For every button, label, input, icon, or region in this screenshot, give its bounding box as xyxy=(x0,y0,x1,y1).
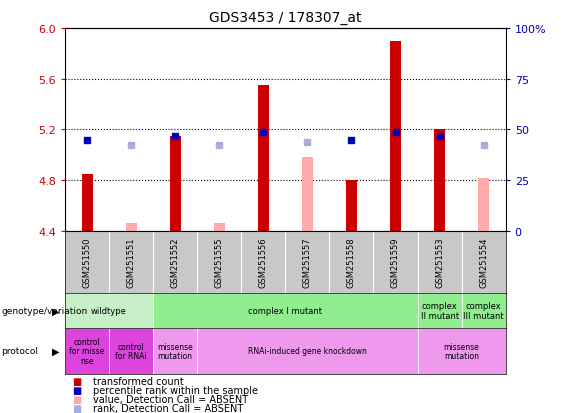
Bar xyxy=(125,224,137,231)
Bar xyxy=(65,293,153,328)
Text: ▶: ▶ xyxy=(52,306,59,316)
Text: ■: ■ xyxy=(72,385,81,395)
Text: GSM251556: GSM251556 xyxy=(259,237,268,287)
Bar xyxy=(81,174,93,231)
Bar xyxy=(478,178,489,231)
Text: GSM251557: GSM251557 xyxy=(303,237,312,287)
Text: GSM251554: GSM251554 xyxy=(479,237,488,287)
Text: ■: ■ xyxy=(72,404,81,413)
Text: GSM251555: GSM251555 xyxy=(215,237,224,287)
Text: GSM251551: GSM251551 xyxy=(127,237,136,287)
Text: ■: ■ xyxy=(72,376,81,386)
Text: ■: ■ xyxy=(72,394,81,404)
Bar xyxy=(153,293,418,328)
Text: GSM251552: GSM251552 xyxy=(171,237,180,287)
Text: transformed count: transformed count xyxy=(93,376,184,386)
Bar xyxy=(197,328,418,374)
Text: percentile rank within the sample: percentile rank within the sample xyxy=(93,385,258,395)
Text: control
for RNAi: control for RNAi xyxy=(115,342,147,361)
Text: GSM251550: GSM251550 xyxy=(82,237,92,287)
Text: GSM251553: GSM251553 xyxy=(435,237,444,287)
Text: ▶: ▶ xyxy=(52,346,59,356)
Text: genotype/variation: genotype/variation xyxy=(1,306,88,315)
Title: GDS3453 / 178307_at: GDS3453 / 178307_at xyxy=(209,11,362,25)
Bar xyxy=(302,158,313,231)
Text: value, Detection Call = ABSENT: value, Detection Call = ABSENT xyxy=(93,394,249,404)
Text: GSM251559: GSM251559 xyxy=(391,237,400,287)
Text: wildtype: wildtype xyxy=(91,306,127,315)
Text: GSM251558: GSM251558 xyxy=(347,237,356,287)
Bar xyxy=(153,328,197,374)
Bar xyxy=(65,328,109,374)
Bar xyxy=(462,293,506,328)
Text: protocol: protocol xyxy=(1,347,38,356)
Bar xyxy=(109,328,153,374)
Text: rank, Detection Call = ABSENT: rank, Detection Call = ABSENT xyxy=(93,404,244,413)
Bar xyxy=(214,224,225,231)
Bar xyxy=(258,86,269,231)
Text: complex
III mutant: complex III mutant xyxy=(463,301,504,320)
Bar xyxy=(390,42,401,231)
Text: complex I mutant: complex I mutant xyxy=(249,306,322,315)
Bar xyxy=(346,181,357,231)
Text: control
for misse
nse: control for misse nse xyxy=(69,337,105,365)
Bar xyxy=(434,130,445,231)
Text: complex
II mutant: complex II mutant xyxy=(420,301,459,320)
Bar xyxy=(418,293,462,328)
Text: RNAi-induced gene knockdown: RNAi-induced gene knockdown xyxy=(248,347,367,356)
Bar xyxy=(418,328,506,374)
Bar xyxy=(170,136,181,231)
Text: missense
mutation: missense mutation xyxy=(157,342,193,361)
Text: missense
mutation: missense mutation xyxy=(444,342,480,361)
